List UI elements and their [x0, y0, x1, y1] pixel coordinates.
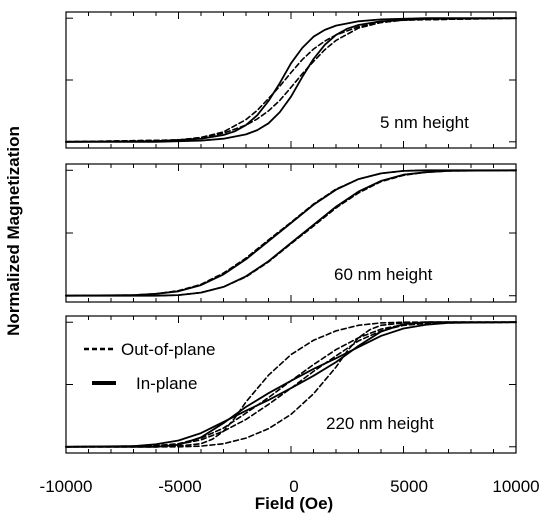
x-tick-labels: -10000 -5000 0 5000 10000: [40, 477, 540, 496]
panel-3-annotation: 220 nm height: [326, 414, 434, 433]
x-tick-label: 5000: [390, 477, 428, 496]
legend: Out-of-plane In-plane: [84, 340, 216, 393]
panel-3-dashed-descending-curve: [65, 321, 517, 448]
panel-1-solid-ascending-curve: [65, 17, 517, 143]
legend-label-in-plane: In-plane: [136, 374, 197, 393]
panel-1-solid-descending-curve: [65, 17, 517, 143]
x-tick-label: 0: [289, 477, 298, 496]
panel-1: [65, 11, 517, 149]
legend-label-out-of-plane: Out-of-plane: [121, 340, 216, 359]
panel-2-dashed-ascending-curve: [65, 169, 517, 297]
x-tick-label: -10000: [40, 477, 93, 496]
x-axis-label: Field (Oe): [255, 494, 333, 513]
panel-2-solid-descending-curve: [65, 169, 517, 297]
panel-2-solid-ascending-curve: [65, 169, 517, 297]
panel-3-dashed-ascending-curve: [65, 321, 517, 448]
panel-frame: [65, 163, 517, 303]
panel-2-dashed-descending-curve: [65, 169, 517, 297]
panel-3-dashed-ascending-curve: [65, 321, 517, 448]
chart-panels: [65, 11, 517, 454]
panel-1-dashed-ascending-curve: [65, 17, 517, 143]
y-axis-label: Normalized Magnetization: [4, 126, 23, 336]
panel-1-dashed-descending-curve: [65, 17, 517, 143]
x-tick-label: -5000: [158, 477, 201, 496]
panel-1-annotation: 5 nm height: [380, 113, 469, 132]
panel-frame: [65, 315, 517, 454]
panel-2: [65, 163, 517, 303]
x-tick-label: 10000: [492, 477, 539, 496]
panel-annotations: 5 nm height 60 nm height 220 nm height: [326, 113, 469, 433]
panel-2-annotation: 60 nm height: [334, 265, 433, 284]
panel-3: [65, 315, 517, 454]
panel-3-solid-descending-curve: [65, 321, 517, 448]
